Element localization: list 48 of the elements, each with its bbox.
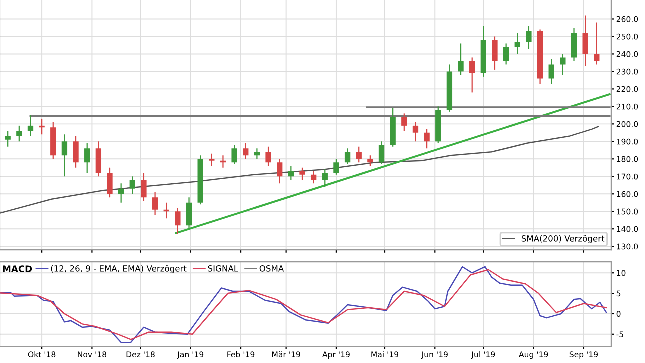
candlestick [243, 142, 249, 160]
candlestick [152, 192, 158, 216]
legend-label: SIGNAL [208, 266, 239, 272]
legend-label: (12, 26, 9 - EMA, EMA) Verzögert [51, 265, 187, 274]
candlestick [322, 169, 328, 188]
legend-label: SMA(200) Verzögert [522, 235, 605, 244]
candlestick [594, 22, 600, 66]
candlestick [310, 170, 317, 184]
candlestick [378, 141, 385, 165]
candlestick [334, 158, 340, 176]
candlestick [368, 155, 374, 167]
candlestick [412, 122, 419, 142]
candlestick [39, 118, 45, 136]
candlestick [141, 172, 147, 202]
candlestick [254, 148, 260, 160]
candlestick [356, 146, 362, 164]
candlestick [492, 36, 498, 71]
candlestick [118, 183, 124, 204]
candlestick [73, 136, 79, 168]
candlestick [277, 158, 283, 184]
candlestick [402, 113, 408, 132]
candlestick [344, 148, 351, 165]
candlestick [470, 57, 476, 94]
candlestick [175, 208, 181, 235]
line-series [0, 126, 600, 214]
candlestick [300, 167, 306, 181]
candlestick [16, 125, 22, 142]
candlestick [503, 43, 510, 66]
candlestick [514, 32, 520, 55]
legend-label: OSMA [260, 266, 284, 272]
candlestick [266, 146, 272, 167]
candlestick [28, 114, 34, 137]
candlestick [526, 26, 532, 50]
candlestick [548, 58, 554, 85]
candlestick [288, 166, 294, 181]
candlestick [458, 43, 464, 76]
candlestick [209, 153, 215, 167]
candlestick [84, 142, 90, 174]
candlestick [582, 15, 588, 68]
candlestick [130, 176, 136, 195]
candlestick [186, 197, 192, 230]
candlestick [424, 128, 430, 150]
candlestick [560, 54, 566, 76]
candlestick [107, 167, 113, 198]
candlestick [232, 144, 238, 165]
candlestick [5, 130, 11, 148]
chart-title: MACD [3, 266, 32, 272]
candlestick [62, 134, 68, 178]
